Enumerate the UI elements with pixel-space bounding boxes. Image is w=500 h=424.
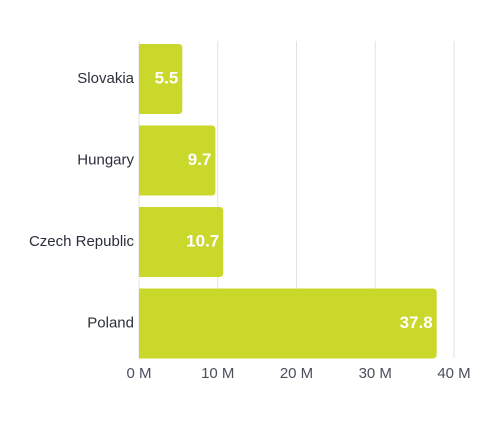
bars [139, 44, 437, 359]
x-tick-label: 30 M [359, 365, 392, 382]
x-tick-label: 40 M [437, 365, 470, 382]
bar [139, 207, 224, 277]
category-label: Poland [87, 314, 134, 331]
bar [139, 44, 183, 114]
category-label: Czech Republic [29, 233, 135, 250]
data-label: 9.7 [188, 150, 212, 169]
x-tick-label: 20 M [280, 365, 313, 382]
x-tick-label: 0 M [126, 365, 151, 382]
x-tick-label: 10 M [201, 365, 234, 382]
data-label: 5.5 [155, 68, 179, 87]
category-label: Slovakia [77, 70, 134, 87]
labels: 0 M 10 M 20 M 30 M 40 M Slovakia 5.5 Hungary 9.7… [29, 68, 471, 381]
bar [139, 288, 437, 359]
bar [139, 125, 216, 196]
data-label: 37.8 [400, 313, 433, 332]
data-label: 10.7 [186, 231, 219, 250]
category-label: Hungary [77, 151, 134, 168]
